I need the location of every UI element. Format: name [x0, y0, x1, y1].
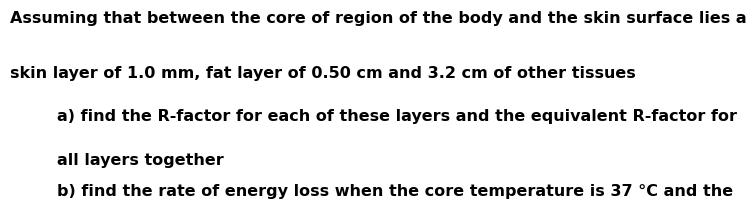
Text: all layers together: all layers together [57, 153, 223, 168]
Text: Assuming that between the core of region of the body and the skin surface lies a: Assuming that between the core of region… [10, 11, 746, 26]
Text: b) find the rate of energy loss when the core temperature is 37 °C and the: b) find the rate of energy loss when the… [57, 184, 733, 199]
Text: a) find the R-factor for each of these layers and the equivalent R-factor for: a) find the R-factor for each of these l… [57, 110, 737, 124]
Text: skin layer of 1.0 mm, fat layer of 0.50 cm and 3.2 cm of other tissues: skin layer of 1.0 mm, fat layer of 0.50 … [10, 66, 636, 81]
